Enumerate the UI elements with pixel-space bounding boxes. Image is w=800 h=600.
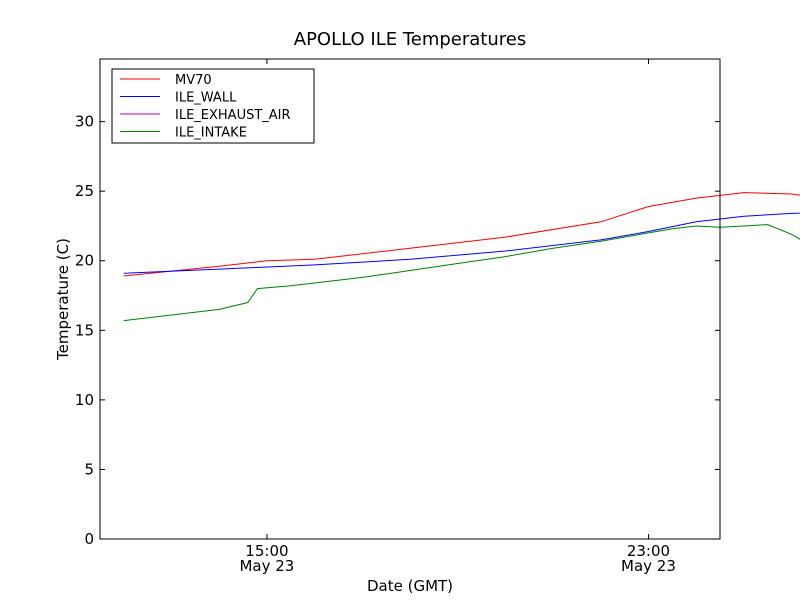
plot-frame [99,58,721,540]
y-tick-label: 30 [75,113,94,131]
y-axis-label: Temperature (C) [54,238,72,361]
legend-label: ILE_EXHAUST_AIR [175,108,291,123]
x-tick-time-label: 15:00 [245,542,288,560]
legend-box [111,68,315,144]
series-layer [123,192,800,322]
y-axis: 0 5 10 15 20 25 30 [75,113,720,548]
series-line-mv70 [123,192,800,277]
y-tick-label: 0 [84,530,94,548]
series-line-ile-wall [123,212,800,274]
y-tick-label: 20 [75,252,94,270]
x-tick-date-label: May 23 [621,557,676,575]
x-tick-date-label: May 23 [239,557,294,575]
legend-label: ILE_INTAKE [175,126,247,141]
y-tick-label: 10 [75,391,94,409]
legend-label: MV70 [175,73,212,88]
series-line-ile-intake [123,224,800,322]
x-axis-label: Date (GMT) [367,577,453,595]
legend: MV70 ILE_WALL ILE_EXHAUST_AIR ILE_INTAKE [111,68,315,144]
y-tick-label: 5 [84,460,94,478]
y-tick-label: 15 [75,321,94,339]
chart-title: APOLLO ILE Temperatures [294,29,526,50]
x-tick-time-label: 23:00 [627,542,670,560]
legend-label: ILE_WALL [175,91,237,106]
y-tick-label: 25 [75,182,94,200]
